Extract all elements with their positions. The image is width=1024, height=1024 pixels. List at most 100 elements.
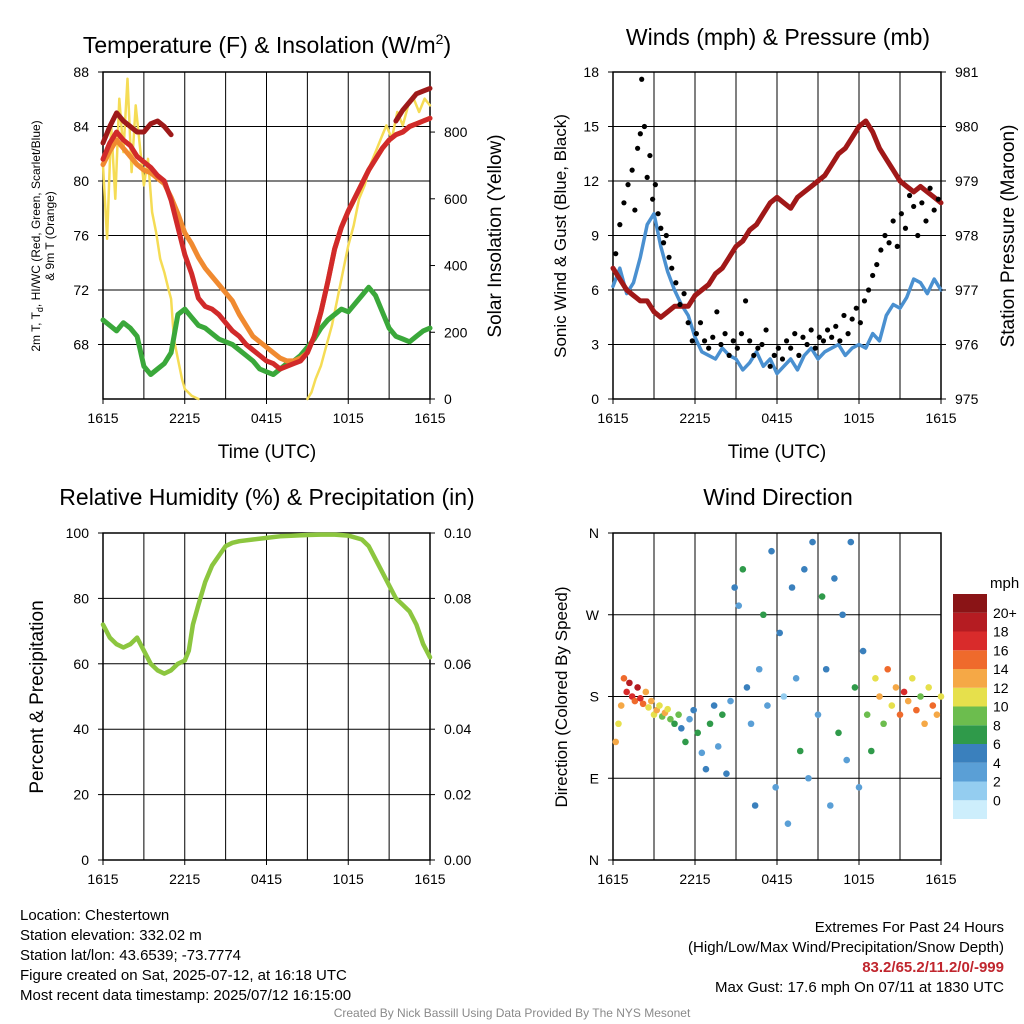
gust-point [890, 218, 896, 224]
direction-grid [613, 533, 941, 860]
gust-point [898, 211, 904, 217]
direction-point [772, 784, 779, 791]
direction-point [719, 711, 726, 718]
x-tick-label: 2215 [169, 871, 200, 887]
legend-label: 16 [993, 642, 1009, 658]
legend-swatch [953, 744, 987, 763]
legend-swatch [953, 706, 987, 726]
humidity-panel-title: Relative Humidity (%) & Precipitation (i… [59, 484, 474, 510]
y-tick-label-right: 200 [444, 324, 468, 340]
humidity-left-ticks: 0 20 40 60 80 100 [66, 525, 103, 868]
direction-point [626, 679, 633, 687]
legend-label: 18 [993, 624, 1009, 640]
y-tick-label-left: N [589, 852, 599, 868]
direction-point [678, 724, 685, 732]
direction-point [792, 675, 800, 682]
gust-point [730, 338, 736, 344]
y-tick-label-right: 400 [444, 258, 468, 274]
legend-label: 8 [993, 717, 1001, 733]
direction-point [706, 720, 714, 728]
gust-point [763, 327, 769, 333]
gust-point [710, 334, 716, 340]
x-tick-label: 0415 [761, 871, 792, 887]
direction-point [694, 729, 702, 737]
x-tick-label: 0415 [761, 410, 792, 426]
gust-point [697, 320, 704, 326]
direction-point [747, 720, 755, 728]
extremes-info: Extremes For Past 24 Hours (High/Low/Max… [688, 918, 1004, 998]
direction-point [631, 697, 639, 705]
gust-point [726, 352, 732, 358]
gust-point [923, 218, 929, 224]
gust-point [652, 182, 658, 188]
legend-swatch [953, 669, 987, 688]
temperature-x-ticks: 1615 2215 0415 1015 1615 [87, 399, 446, 426]
direction-point [827, 802, 834, 809]
x-tick-label: 0415 [251, 410, 282, 426]
direction-point [612, 738, 620, 746]
y-tick-label-right: 977 [955, 282, 979, 298]
gust-point [663, 232, 669, 239]
recent-data-timestamp: Most recent data timestamp: 2025/07/12 1… [20, 987, 352, 1004]
legend-swatch [953, 781, 987, 801]
direction-point [710, 702, 718, 709]
direction-point [929, 702, 937, 709]
legend-swatch [953, 612, 987, 632]
humidity-right-ticks: 0.00 0.02 0.04 0.06 0.08 0.10 [430, 525, 471, 868]
direction-point [933, 711, 941, 718]
y-tick-label-right: 978 [955, 228, 979, 244]
series-line-2m-t [100, 115, 433, 372]
gust-point [915, 232, 921, 239]
series-line-heat-index [100, 110, 174, 146]
direction-point [682, 738, 689, 746]
y-tick-label-left: 0 [81, 852, 89, 868]
y-tick-label-right: 975 [955, 391, 979, 407]
gust-point [751, 352, 757, 358]
gust-point [788, 345, 794, 351]
y-tick-label-left: 18 [583, 64, 599, 80]
gust-point [800, 334, 806, 340]
legend-label: 10 [993, 699, 1009, 715]
gust-point [771, 352, 777, 358]
gust-point [857, 320, 863, 326]
gust-point [837, 338, 843, 344]
direction-point [921, 720, 928, 728]
speed-legend-title: mph [990, 575, 1019, 592]
x-tick-label: 2215 [679, 871, 710, 887]
humidity-x-ticks: 1615 2215 0415 1015 1615 [87, 860, 446, 887]
direction-point [788, 584, 796, 591]
direction-point [671, 720, 678, 728]
direction-point [880, 720, 887, 728]
wind-left-axis-label: Sonic Wind & Gust (Blue, Black) [551, 114, 570, 358]
x-tick-label: 1615 [87, 871, 118, 887]
humidity-series [100, 532, 433, 676]
gust-point [845, 331, 851, 337]
series-line-sonic-wind [611, 211, 943, 376]
gust-point [812, 345, 818, 351]
series-line-station-pressure [610, 118, 944, 320]
y-tick-label-right: 0.00 [444, 852, 471, 868]
direction-point [751, 802, 759, 809]
direction-point [664, 705, 671, 713]
gust-point [919, 200, 925, 206]
gust-point [639, 76, 645, 82]
gust-point [849, 316, 855, 322]
gust-point [902, 225, 909, 231]
legend-label: 20+ [993, 605, 1017, 621]
x-tick-label: 1615 [414, 410, 445, 426]
gust-point [767, 363, 773, 369]
y-tick-label-left: 40 [73, 721, 89, 737]
direction-point [784, 820, 792, 827]
direction-point [731, 584, 738, 591]
wind-panel: Winds (mph) & Pressure (mb) 0 3 6 9 12 15 18 9… [551, 24, 1019, 463]
gust-point [742, 298, 749, 304]
gust-point [820, 338, 827, 344]
gust-point [829, 334, 835, 340]
direction-point [859, 647, 867, 655]
gust-point [734, 345, 740, 351]
gust-point [641, 123, 648, 130]
x-tick-label: 1015 [333, 410, 364, 426]
gust-point [693, 331, 699, 337]
gust-point [629, 167, 635, 173]
temperature-panel-title: Temperature (F) & Insolation (W/m2) [83, 31, 451, 58]
